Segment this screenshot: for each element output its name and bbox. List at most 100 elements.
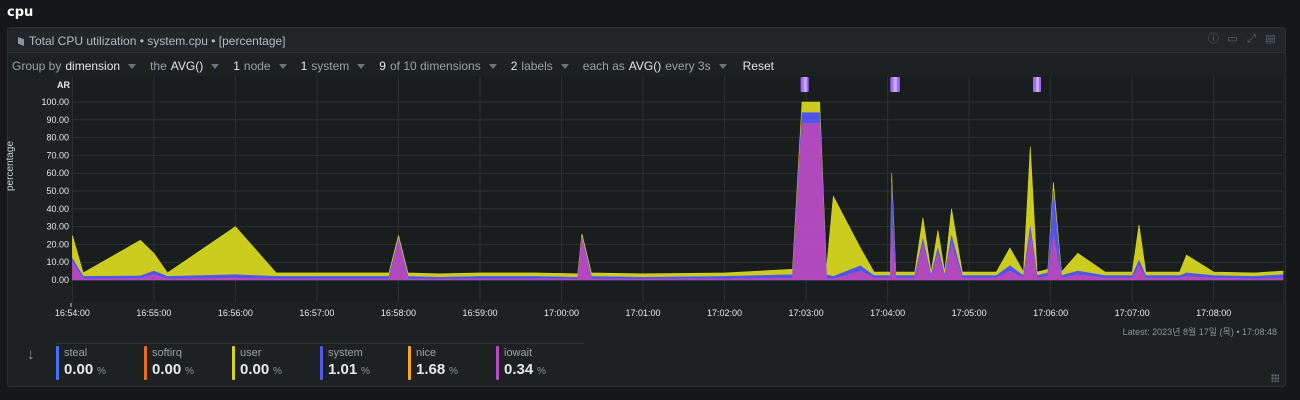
resize-handle-icon[interactable] <box>1271 374 1279 382</box>
dimensions-count: 9 <box>379 59 386 73</box>
legend-item-user[interactable]: user 0.00% <box>232 343 320 380</box>
legend-color-swatch <box>320 346 323 380</box>
chevron-down-icon <box>357 63 366 69</box>
legend: ↓ steal 0.00% softirq 0.00% user 0.00% system 1… <box>8 341 1285 385</box>
legend-color-swatch <box>232 346 235 380</box>
systems-count: 1 <box>300 59 308 73</box>
legend-item-system[interactable]: system 1.01% <box>320 343 408 380</box>
section-title: cpu <box>7 5 34 20</box>
anomaly-marker-highlight <box>1035 77 1039 92</box>
y-tick-labels: 100.00 90.00 80.00 70.00 60.00 50.00 40.00 30.0… <box>41 97 69 285</box>
nodes-count: 1 <box>233 59 240 73</box>
x-tick-label: 16:55:00 <box>136 308 171 318</box>
legend-item-softirq[interactable]: softirq 0.00% <box>144 343 232 380</box>
chart-areas <box>72 101 1284 281</box>
x-tick-label: 17:08:00 <box>1196 308 1231 318</box>
chart-type-icon <box>18 37 24 46</box>
settings-icon[interactable]: ▤ <box>1265 33 1276 45</box>
legend-item-name: user <box>240 347 262 359</box>
group-by-value: dimension <box>65 59 121 73</box>
legend-color-swatch <box>56 346 59 380</box>
y-tick-label: 30.00 <box>46 222 69 232</box>
chevron-down-icon <box>718 63 727 69</box>
legend-item-value: 1.68 <box>416 361 446 378</box>
chart-actions: ⓘ ▭ ⤢ ▤ <box>1207 33 1277 46</box>
y-tick-label: 10.00 <box>46 257 69 267</box>
legend-item-value: 0.00 <box>64 361 94 378</box>
anomaly-marker-highlight <box>803 77 807 92</box>
x-tick-label: 17:04:00 <box>870 308 905 318</box>
interval-label: every 3s <box>665 59 711 73</box>
legend-item-value: 0.34 <box>504 361 534 378</box>
x-tick-label: 17:05:00 <box>952 308 987 318</box>
each-as-label: each as <box>582 59 625 73</box>
y-tick-label: 20.00 <box>46 239 69 249</box>
chart-title-text: Total CPU utilization • system.cpu • [pe… <box>29 34 286 48</box>
aggregation-prefix: the <box>150 59 167 73</box>
reset-button[interactable]: Reset <box>742 59 774 73</box>
legend-item-name: system <box>328 347 363 359</box>
labels-label: labels <box>521 59 553 73</box>
legend-item-name: nice <box>416 347 437 359</box>
y-tick-label: 70.00 <box>46 150 69 160</box>
legend-item-nice[interactable]: nice 1.68% <box>408 343 496 380</box>
chart-title: Total CPU utilization • system.cpu • [pe… <box>18 34 286 48</box>
systems-dropdown[interactable]: 1 system <box>301 59 366 73</box>
labels-dropdown[interactable]: 2 labels <box>511 59 569 73</box>
chart-header: Total CPU utilization • system.cpu • [pe… <box>8 28 1285 53</box>
info-icon[interactable]: ⓘ <box>1208 33 1219 45</box>
x-tick-label: 17:01:00 <box>626 308 661 318</box>
x-tick-label: 16:56:00 <box>218 308 253 318</box>
chevron-down-icon <box>488 63 497 69</box>
legend-color-swatch <box>496 346 499 380</box>
legend-item-unit: % <box>537 366 546 377</box>
legend-item-unit: % <box>185 366 194 377</box>
x-tick-label: 16:54:00 <box>55 308 90 318</box>
legend-color-swatch <box>144 346 147 380</box>
y-tick-label: 0.00 <box>51 275 69 285</box>
cpu-chart[interactable]: 100.0090.0080.0070.0060.0050.0040.0030.0… <box>8 28 1285 328</box>
anomaly-markers <box>800 77 1041 92</box>
x-tick-label: 17:07:00 <box>1115 308 1150 318</box>
chart-card: Total CPU utilization • system.cpu • [pe… <box>5 27 1286 387</box>
legend-item-unit: % <box>273 366 282 377</box>
legend-item-value: 0.00 <box>152 361 182 378</box>
y-tick-label: 50.00 <box>46 186 69 196</box>
y-tick-label: 90.00 <box>46 115 69 125</box>
chevron-down-icon <box>128 63 137 69</box>
y-tick-label: 80.00 <box>46 133 69 143</box>
x-tick-label: 17:00:00 <box>544 308 579 318</box>
anomaly-marker-highlight <box>893 77 897 92</box>
aggregation-dropdown[interactable]: the AVG() <box>150 59 220 73</box>
expand-icon[interactable]: ⤢ <box>1247 33 1256 45</box>
legend-item-unit: % <box>449 366 458 377</box>
export-icon[interactable]: ▭ <box>1227 33 1238 45</box>
dimensions-dropdown[interactable]: 9 of 10 dimensions <box>379 59 497 73</box>
nodes-dropdown[interactable]: 1 node <box>233 59 287 73</box>
legend-color-swatch <box>408 346 411 380</box>
legend-item-iowait[interactable]: iowait 0.34% <box>496 343 584 380</box>
legend-item-value: 0.00 <box>240 361 270 378</box>
labels-count: 2 <box>510 59 518 73</box>
dimensions-label: of 10 dimensions <box>389 59 481 73</box>
legend-items: steal 0.00% softirq 0.00% user 0.00% system 1.0… <box>56 343 584 380</box>
legend-item-name: iowait <box>504 347 533 359</box>
systems-label: system <box>311 59 350 73</box>
x-tick-label: 16:59:00 <box>462 308 497 318</box>
chevron-down-icon <box>560 63 569 69</box>
group-by-label: Group by <box>12 59 62 73</box>
aggregation-value: AVG() <box>170 59 204 73</box>
legend-item-name: softirq <box>152 347 182 359</box>
series-area-iowait <box>72 123 1284 281</box>
group-by-dropdown[interactable]: Group by dimension <box>12 59 137 73</box>
nodes-label: node <box>243 59 271 73</box>
y-tick-label: 40.00 <box>46 204 69 214</box>
chart-controls: Group by dimension the AVG() 1 node 1 system… <box>12 58 788 74</box>
legend-item-steal[interactable]: steal 0.00% <box>56 343 144 380</box>
arrow-down-icon[interactable]: ↓ <box>27 346 35 363</box>
time-aggregation-dropdown[interactable]: each as AVG() every 3s <box>583 59 727 73</box>
x-tick-label: 17:02:00 <box>707 308 742 318</box>
time-aggregation-value: AVG() <box>628 59 662 73</box>
chevron-down-icon <box>211 63 220 69</box>
x-tick-label: 16:58:00 <box>381 308 416 318</box>
